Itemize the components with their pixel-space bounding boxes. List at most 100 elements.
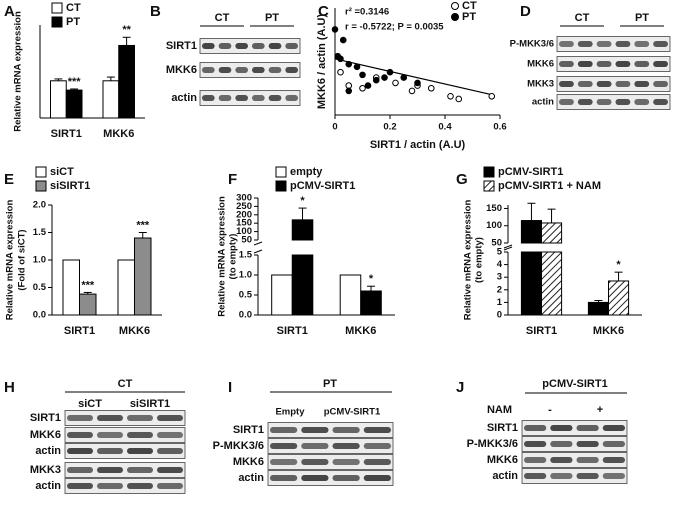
blot-band xyxy=(653,99,668,105)
blot-band xyxy=(524,441,547,447)
blot-band xyxy=(97,448,123,454)
point xyxy=(364,82,372,89)
axis-break xyxy=(253,249,263,254)
blot-band xyxy=(576,457,599,463)
point xyxy=(331,26,339,33)
y-tick-label: 2 xyxy=(497,284,502,295)
axis-break xyxy=(503,244,513,249)
lane-group-label: - xyxy=(548,404,552,416)
legend-label: pCMV-SIRT1 xyxy=(290,180,355,192)
blot-band xyxy=(127,432,153,438)
y-axis-label: (to empty) xyxy=(228,234,239,280)
blot-band xyxy=(577,81,593,87)
row-label: actin xyxy=(532,97,554,108)
blot-strip xyxy=(64,427,186,443)
blot-band xyxy=(301,459,329,465)
blot-band xyxy=(285,43,298,49)
legend-swatch xyxy=(51,2,63,14)
significance: *** xyxy=(68,76,82,88)
point xyxy=(455,95,463,103)
blot-band xyxy=(653,41,668,47)
panel-letter: A xyxy=(4,3,15,20)
blot-band xyxy=(596,81,612,87)
significance: * xyxy=(616,259,621,271)
legend-label: CT xyxy=(462,0,477,12)
y-tick-label: 4 xyxy=(497,259,503,270)
blot-band xyxy=(550,473,573,479)
y-tick-label: 200 xyxy=(236,209,252,220)
blot-band xyxy=(268,95,282,101)
point xyxy=(345,87,353,95)
point xyxy=(386,68,394,76)
blot-band xyxy=(285,95,298,101)
blot-band xyxy=(577,61,593,67)
blot-band xyxy=(157,448,183,454)
y-tick-label: 150 xyxy=(486,203,502,214)
lane-group-label: PT xyxy=(635,12,649,24)
blot-band xyxy=(332,427,360,433)
blot-band xyxy=(157,483,183,489)
significance: ** xyxy=(122,24,131,36)
blot-band xyxy=(559,81,574,87)
x-tick-label: MKK6 xyxy=(103,128,134,140)
blot-band xyxy=(97,432,123,438)
bar xyxy=(360,290,382,316)
blot-strip xyxy=(199,62,301,78)
blot-band xyxy=(202,95,215,101)
y-tick-label: 0.5 xyxy=(33,282,47,293)
point xyxy=(353,63,361,71)
blot-strip xyxy=(556,76,671,92)
y-tick-label: 50 xyxy=(491,238,502,249)
legend-label: CT xyxy=(66,2,81,14)
blot-band xyxy=(602,457,625,463)
blot-header: PT xyxy=(323,378,337,390)
y-tick-label: 0.0 xyxy=(239,310,252,321)
bar xyxy=(62,259,80,316)
y-tick-label: 100 xyxy=(236,226,252,237)
row-label: MKK6 xyxy=(487,454,518,466)
point xyxy=(337,68,344,76)
y-tick-label: 5 xyxy=(497,247,503,258)
x-tick-label: SIRT1 xyxy=(64,325,95,337)
x-tick-label: MKK6 xyxy=(345,325,376,337)
panel-letter: B xyxy=(150,3,161,20)
lane-group-label: siCT xyxy=(78,398,102,410)
legend-label: PT xyxy=(66,16,80,28)
row-label: SIRT1 xyxy=(166,40,197,52)
blot-band xyxy=(235,67,248,73)
blot-band xyxy=(157,432,183,438)
blot-band xyxy=(127,483,153,489)
blot-band xyxy=(127,467,153,473)
blot-band xyxy=(559,99,574,105)
y-axis-label: Relative mRNA expression xyxy=(463,200,474,321)
bar xyxy=(608,280,630,316)
row-label: actin xyxy=(35,480,61,492)
y-tick-label: 1 xyxy=(497,297,503,308)
bar xyxy=(587,301,610,316)
bar xyxy=(541,251,563,316)
lane-group-label: Empty xyxy=(275,407,305,418)
blot-band xyxy=(301,427,329,433)
bar xyxy=(117,259,135,316)
bar xyxy=(65,89,83,119)
legend-swatch xyxy=(35,180,47,192)
row-label: MKK6 xyxy=(30,429,61,441)
bar xyxy=(271,274,293,316)
point xyxy=(337,55,344,63)
blot-band xyxy=(270,427,298,433)
blot-band xyxy=(67,415,93,421)
blot-band xyxy=(332,443,360,449)
blot-band xyxy=(550,441,573,447)
x-tick-label: SIRT1 xyxy=(526,325,557,337)
point xyxy=(392,79,399,87)
annotation: r² =0.3146 xyxy=(345,7,389,18)
y-tick-label: 0.0 xyxy=(33,310,46,321)
x-tick-label: MKK6 xyxy=(119,325,150,337)
blot-band xyxy=(270,459,298,465)
trend-line xyxy=(334,58,492,96)
panel-letter: E xyxy=(4,171,14,188)
blot-band xyxy=(653,81,668,87)
row-label: P-MKK3/6 xyxy=(510,39,554,50)
legend-swatch xyxy=(35,166,47,178)
